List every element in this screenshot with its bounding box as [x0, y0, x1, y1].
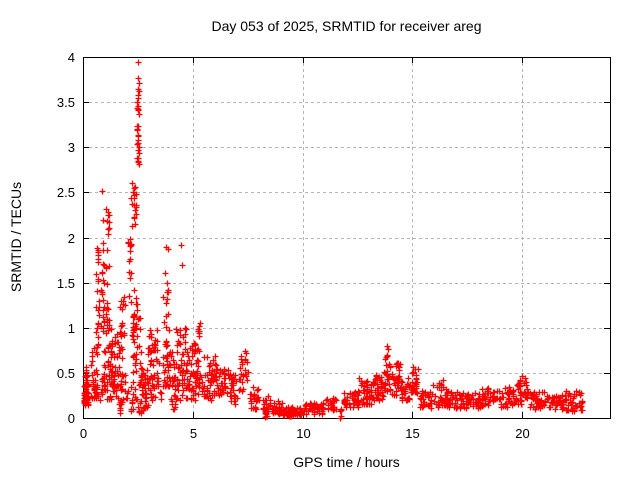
- x-tick-label: 20: [515, 426, 529, 441]
- y-tick-label: 1.5: [57, 276, 75, 291]
- tick-label-layer: 0 0.5 1 1.5 2 2.5 3 3.5 4 0 5 10 15 20: [57, 50, 530, 441]
- y-tick-label: 3: [68, 140, 75, 155]
- x-tick-label: 0: [80, 426, 87, 441]
- x-tick-label: 5: [190, 426, 197, 441]
- tick-layer: [83, 57, 610, 419]
- data-points-series: [81, 59, 586, 422]
- y-tick-label: 0.5: [57, 366, 75, 381]
- y-tick-label: 2.5: [57, 185, 75, 200]
- y-tick-label: 2: [68, 231, 75, 246]
- y-tick-label: 1: [68, 321, 75, 336]
- y-tick-label: 4: [68, 50, 75, 65]
- x-tick-label: 10: [296, 426, 310, 441]
- x-axis-title: GPS time / hours: [293, 454, 400, 470]
- plot-frame: [83, 57, 611, 419]
- chart-title: Day 053 of 2025, SRMTID for receiver are…: [211, 18, 482, 34]
- y-tick-label: 0: [68, 411, 75, 426]
- y-tick-label: 3.5: [57, 95, 75, 110]
- x-tick-label: 15: [405, 426, 419, 441]
